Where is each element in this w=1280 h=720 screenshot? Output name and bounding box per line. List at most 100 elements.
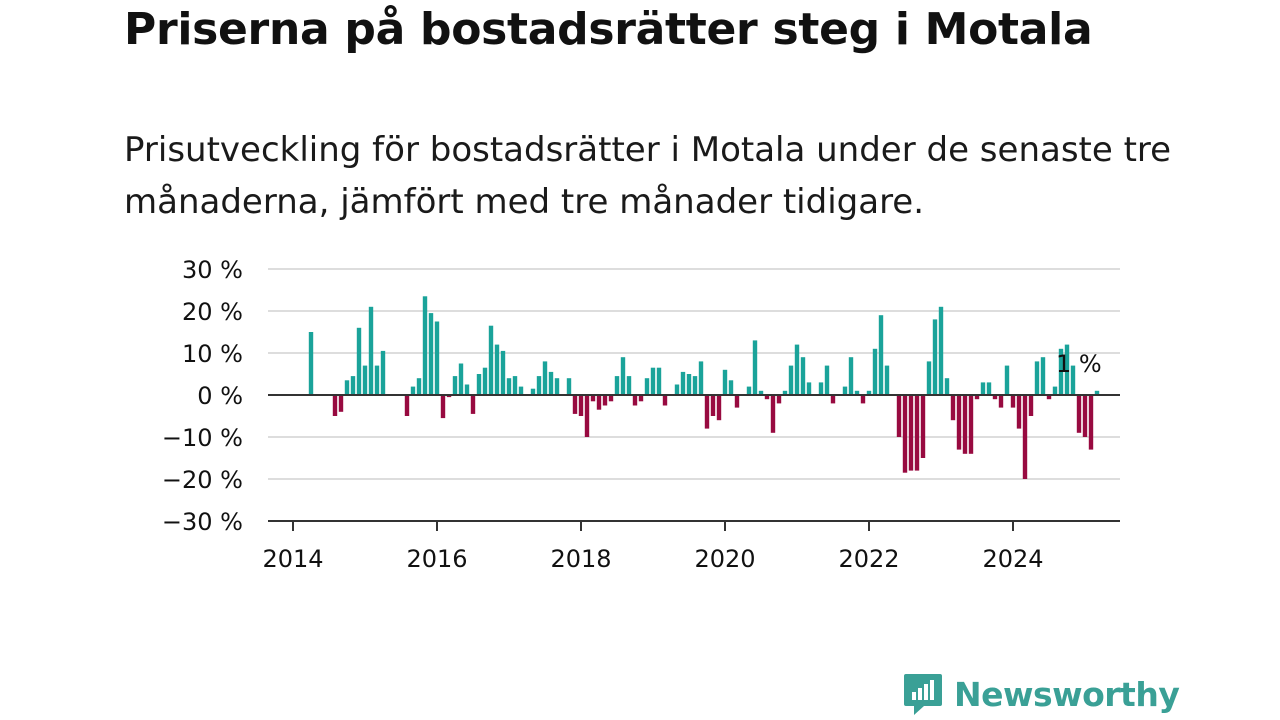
bar: [968, 395, 974, 454]
bar: [776, 395, 782, 404]
bar: [542, 361, 548, 395]
bar: [926, 361, 932, 395]
bar: [674, 384, 680, 395]
y-tick-label: 0 %: [197, 382, 243, 410]
bar: [1070, 365, 1076, 395]
bar: [764, 395, 770, 400]
bar: [854, 390, 860, 395]
bar: [728, 380, 734, 395]
bar: [1094, 390, 1100, 395]
y-tick-label: −30 %: [162, 508, 243, 536]
x-tick-label: 2022: [838, 545, 899, 573]
bar: [494, 344, 500, 395]
bar: [980, 382, 986, 395]
bar: [470, 395, 476, 414]
bar: [356, 327, 362, 395]
bar: [1088, 395, 1094, 450]
bar: [830, 395, 836, 404]
bar: [608, 395, 614, 402]
bar: [650, 367, 656, 395]
bar: [464, 384, 470, 395]
bar: [344, 380, 350, 395]
bar: [962, 395, 968, 454]
bar: [374, 365, 380, 395]
newsworthy-logo-icon: [904, 674, 942, 715]
bar: [536, 376, 542, 395]
bar: [656, 367, 662, 395]
bar: [446, 395, 452, 398]
bar: [878, 315, 884, 395]
bar: [704, 395, 710, 429]
y-tick-label: −10 %: [162, 424, 243, 452]
bar: [974, 395, 980, 400]
axes: [268, 394, 1120, 531]
bar: [476, 374, 482, 395]
bar: [920, 395, 926, 458]
bar: [644, 378, 650, 395]
bar: [554, 378, 560, 395]
bar: [956, 395, 962, 450]
bar: [896, 395, 902, 437]
bar: [380, 350, 386, 395]
bar: [452, 376, 458, 395]
brand-name: Newsworthy: [954, 674, 1180, 714]
bar: [722, 369, 728, 395]
bar: [362, 365, 368, 395]
bar: [458, 363, 464, 395]
bar: [908, 395, 914, 471]
bar: [626, 376, 632, 395]
chart-title: Priserna på bostadsrätter steg i Motala: [124, 4, 1093, 55]
bar: [530, 388, 536, 395]
bar: [884, 365, 890, 395]
bar: [416, 378, 422, 395]
bar: [794, 344, 800, 395]
bar: [734, 395, 740, 408]
bar: [848, 357, 854, 395]
newsworthy-brand: Newsworthy: [902, 668, 1180, 720]
latest-value-annotation: 1 %: [1056, 350, 1102, 378]
bars: [308, 296, 1100, 479]
y-tick-label: 20 %: [182, 298, 243, 326]
bar: [998, 395, 1004, 408]
x-tick-label: 2014: [262, 545, 323, 573]
y-tick-label: 30 %: [182, 256, 243, 284]
bar: [1040, 357, 1046, 395]
bar: [680, 371, 686, 395]
bar: [518, 386, 524, 395]
bar: [872, 348, 878, 395]
bar: [350, 376, 356, 395]
bar: [752, 340, 758, 395]
bar: [914, 395, 920, 471]
bar: [860, 395, 866, 404]
bar: [596, 395, 602, 410]
bar: [338, 395, 344, 412]
bar: [332, 395, 338, 416]
bar: [506, 378, 512, 395]
bar: [308, 332, 314, 395]
bar: [782, 390, 788, 395]
bar: [932, 319, 938, 395]
bar: [950, 395, 956, 421]
bar: [512, 376, 518, 395]
bar: [488, 325, 494, 395]
bar: [614, 376, 620, 395]
bar: [440, 395, 446, 419]
y-axis-tick-labels: 30 % 20 % 10 % 0 % −10 % −20 % −30 %: [162, 256, 243, 536]
bar: [404, 395, 410, 416]
bar: [1028, 395, 1034, 416]
bar: [578, 395, 584, 416]
bar: [410, 386, 416, 395]
bar: [1064, 344, 1070, 395]
bar: [1004, 365, 1010, 395]
x-tick-label: 2024: [982, 545, 1043, 573]
bar: [758, 390, 764, 395]
bar: [422, 296, 428, 395]
bar: [710, 395, 716, 416]
bar: [1076, 395, 1082, 433]
bar: [686, 374, 692, 395]
bar: [800, 357, 806, 395]
bar: [368, 306, 374, 395]
y-tick-label: 10 %: [182, 340, 243, 368]
bar: [842, 386, 848, 395]
